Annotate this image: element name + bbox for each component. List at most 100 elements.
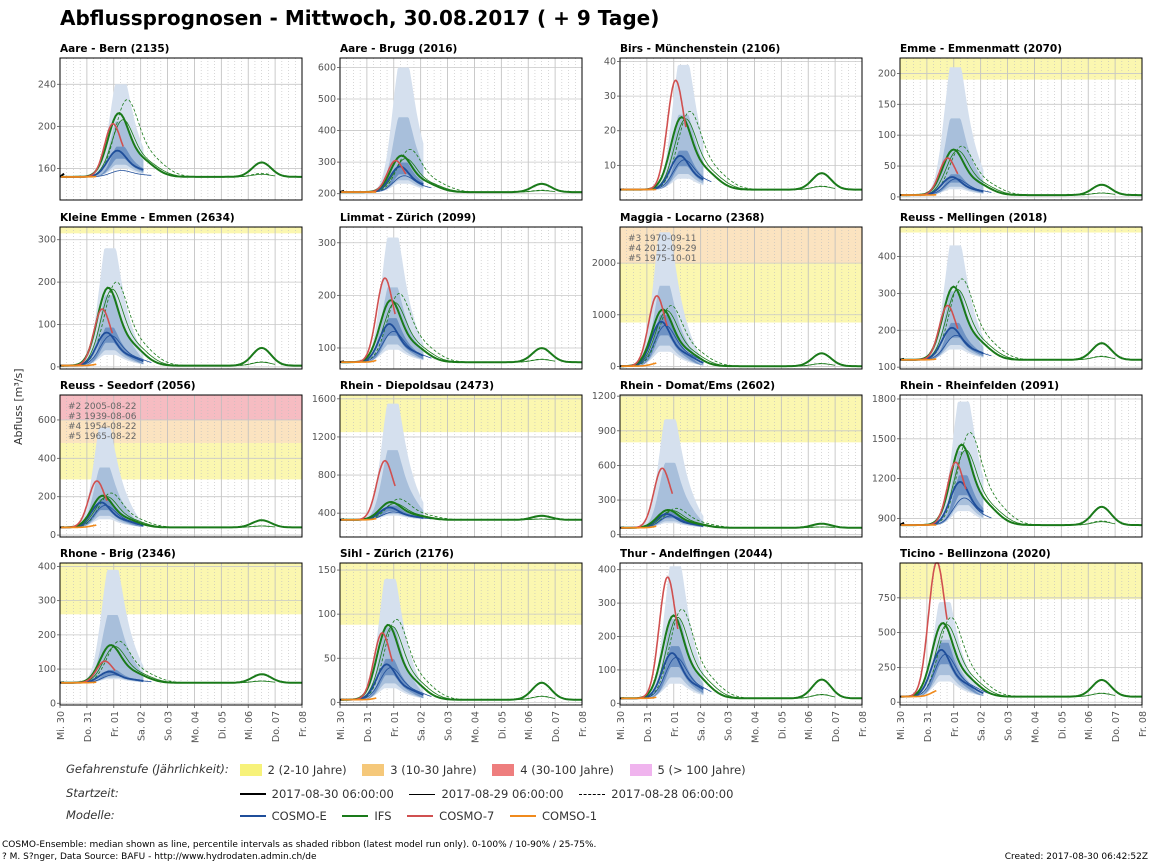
x-tick-label: Sa. 02	[697, 711, 708, 741]
ifs-median	[621, 614, 862, 700]
y-tick-label: 250	[878, 662, 896, 673]
page-title: Abflussprognosen - Mittwoch, 30.08.2017 …	[60, 6, 660, 30]
legend-hazard: Gefahrenstufe (Jährlichkeit): 2 (2-10 Ja…	[66, 762, 758, 777]
panel-border	[59, 562, 303, 706]
y-tick-label: 600	[38, 415, 56, 426]
y-tick-label: 200	[38, 630, 56, 641]
y-tick-label: 600	[318, 62, 336, 73]
panel-title: Emme - Emmenmatt (2070)	[900, 43, 1063, 55]
x-tick-label: So. 03	[444, 711, 455, 741]
cosmo-1-line	[61, 363, 97, 367]
panel-border	[899, 226, 1143, 370]
y-tick-label: 0	[50, 698, 56, 709]
panel-border	[59, 57, 303, 201]
y-tick-label: 300	[878, 288, 896, 299]
legend-model-ifs: IFS	[342, 809, 392, 823]
x-tick-label: Mi. 06	[524, 711, 535, 740]
x-tick-label: Di. 05	[777, 711, 788, 739]
ribbon-10-90	[636, 114, 704, 190]
y-tick-label: 0	[610, 530, 616, 541]
x-tick-label: Di. 05	[217, 711, 228, 739]
panel-border	[899, 562, 1143, 706]
legend-start-3: 2017-08-28 06:00:00	[579, 787, 733, 801]
flood-annotation: #4 1954-08-22	[68, 422, 136, 432]
x-tick-label: Do. 07	[831, 711, 842, 742]
panel-title: Limmat - Zürich (2099)	[340, 212, 476, 224]
cosmo-1-line	[61, 681, 97, 684]
panel-border	[619, 57, 863, 201]
x-tick-label: Do. 07	[1111, 711, 1122, 742]
y-tick-label: 50	[324, 653, 336, 664]
legend-hazard-5: 5 (> 100 Jahre)	[629, 763, 746, 777]
ribbon-10-90	[76, 615, 144, 683]
panel-border	[899, 394, 1143, 538]
footer-created: Created: 2017-08-30 06:42:52Z	[1004, 852, 1148, 862]
panel-title: Rhein - Rheinfelden (2091)	[900, 380, 1060, 392]
x-tick-label: Fr. 08	[858, 711, 869, 737]
y-tick-label: 0	[50, 530, 56, 541]
y-tick-label: 40	[604, 56, 616, 67]
flood-annotation: #5 1965-08-22	[68, 432, 136, 442]
legend-model-cosmo-e: COSMO-E	[239, 809, 327, 823]
y-tick-label: 300	[38, 596, 56, 607]
x-tick-label: Mo. 04	[470, 711, 481, 743]
panel-border	[339, 562, 583, 706]
panel-border	[619, 226, 863, 370]
x-tick-label: Sa. 02	[417, 711, 428, 741]
y-tick-label: 240	[38, 79, 56, 90]
legend-models-label: Modelle:	[66, 808, 115, 822]
y-tick-label: 600	[598, 460, 616, 471]
legend-hazard-label: Gefahrenstufe (Jährlichkeit):	[66, 762, 229, 776]
ifs-median	[621, 308, 862, 368]
y-tick-label: 1200	[872, 474, 896, 485]
panel-title: Reuss - Seedorf (2056)	[60, 380, 196, 392]
y-tick-label: 750	[878, 593, 896, 604]
legend-hazard-3: 3 (10-30 Jahre)	[362, 763, 477, 777]
panel-background	[620, 58, 862, 200]
panel-border	[59, 394, 303, 538]
y-tick-label: 160	[38, 163, 56, 174]
x-tick-label: Mi. 06	[244, 711, 255, 740]
x-tick-label: Mi. 06	[804, 711, 815, 740]
legend-hazard-4: 4 (30-100 Jahre)	[492, 763, 614, 777]
x-tick-label: So. 03	[724, 711, 735, 741]
y-tick-label: 900	[878, 513, 896, 524]
y-tick-label: 200	[878, 68, 896, 79]
y-tick-label: 100	[878, 130, 896, 141]
observed-line	[899, 521, 905, 526]
ribbon-25-75	[356, 505, 424, 520]
y-tick-label: 500	[878, 628, 896, 639]
flood-annotation: #2 2005-08-22	[68, 402, 136, 412]
panel-title: Rhein - Domat/Ems (2602)	[620, 380, 776, 392]
y-tick-label: 300	[38, 235, 56, 246]
ifs-median	[61, 644, 302, 684]
x-tick-label: So. 03	[164, 711, 175, 741]
y-tick-label: 400	[318, 508, 336, 519]
cosmo-1-line	[901, 689, 937, 698]
y-tick-label: 200	[38, 121, 56, 132]
legend-model-cosmo-7: COSMO-7	[407, 809, 494, 823]
ribbon-25-75	[916, 322, 984, 360]
x-tick-label: Do. 31	[643, 711, 654, 742]
y-tick-label: 50	[884, 161, 896, 172]
cosmo-1-line	[901, 358, 937, 361]
y-tick-label: 0	[890, 697, 896, 708]
y-tick-label: 400	[318, 126, 336, 137]
y-tick-label: 400	[38, 561, 56, 572]
y-tick-label: 200	[318, 290, 336, 301]
x-tick-label: Do. 07	[551, 711, 562, 742]
cosmo-1-line	[341, 517, 377, 521]
y-tick-label: 150	[878, 99, 896, 110]
panel-title: Aare - Bern (2135)	[60, 43, 170, 55]
x-tick-label: Mi. 30	[896, 711, 907, 740]
panel-background	[340, 58, 582, 200]
x-tick-label: Fr. 01	[390, 711, 401, 737]
x-tick-label: Do. 31	[83, 711, 94, 742]
footer-note: COSMO-Ensemble: median shown as line, pe…	[2, 840, 597, 850]
y-tick-label: 0	[890, 192, 896, 203]
x-tick-label: Mo. 04	[1030, 711, 1041, 743]
legend-hazard-2: 2 (2-10 Jahre)	[239, 763, 347, 777]
panel-title: Rhein - Diepoldsau (2473)	[340, 380, 494, 392]
flood-annotation: #3 1939-08-06	[68, 412, 137, 422]
y-tick-label: 100	[38, 664, 56, 675]
